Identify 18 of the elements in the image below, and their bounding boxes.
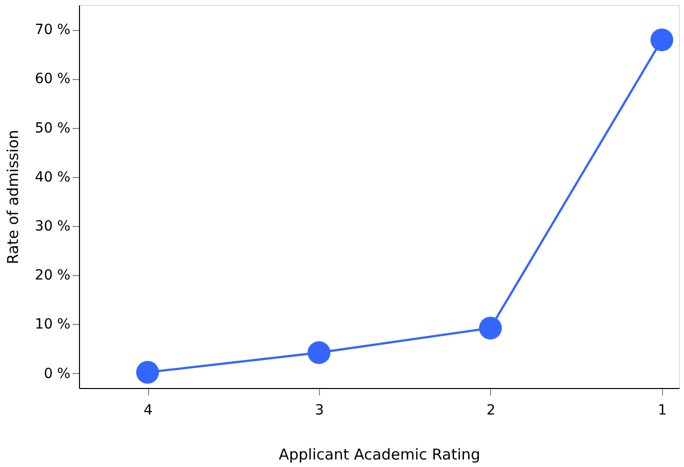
y-tick-label: 0 % (44, 366, 70, 382)
y-tick-label: 60 % (34, 71, 70, 88)
point (136, 360, 159, 384)
x-tick-label: 1 (658, 402, 667, 418)
y-tick-label: 10 % (34, 316, 70, 333)
point (650, 28, 674, 52)
y-tick-label: 40 % (34, 169, 70, 186)
point (308, 341, 330, 364)
y-axis-title: Rate of admission (4, 130, 22, 264)
x-tick-label: 4 (144, 402, 153, 418)
y-tick-label: 70 % (34, 22, 70, 38)
x-tick-label: 2 (486, 402, 496, 418)
x-tick-label: 3 (315, 402, 324, 418)
point (479, 316, 502, 340)
y-tick-label: 50 % (34, 120, 70, 136)
y-tick-label: 20 % (34, 268, 70, 284)
y-tick-label: 30 % (34, 218, 70, 234)
x-axis-title: Applicant Academic Rating (278, 446, 480, 464)
